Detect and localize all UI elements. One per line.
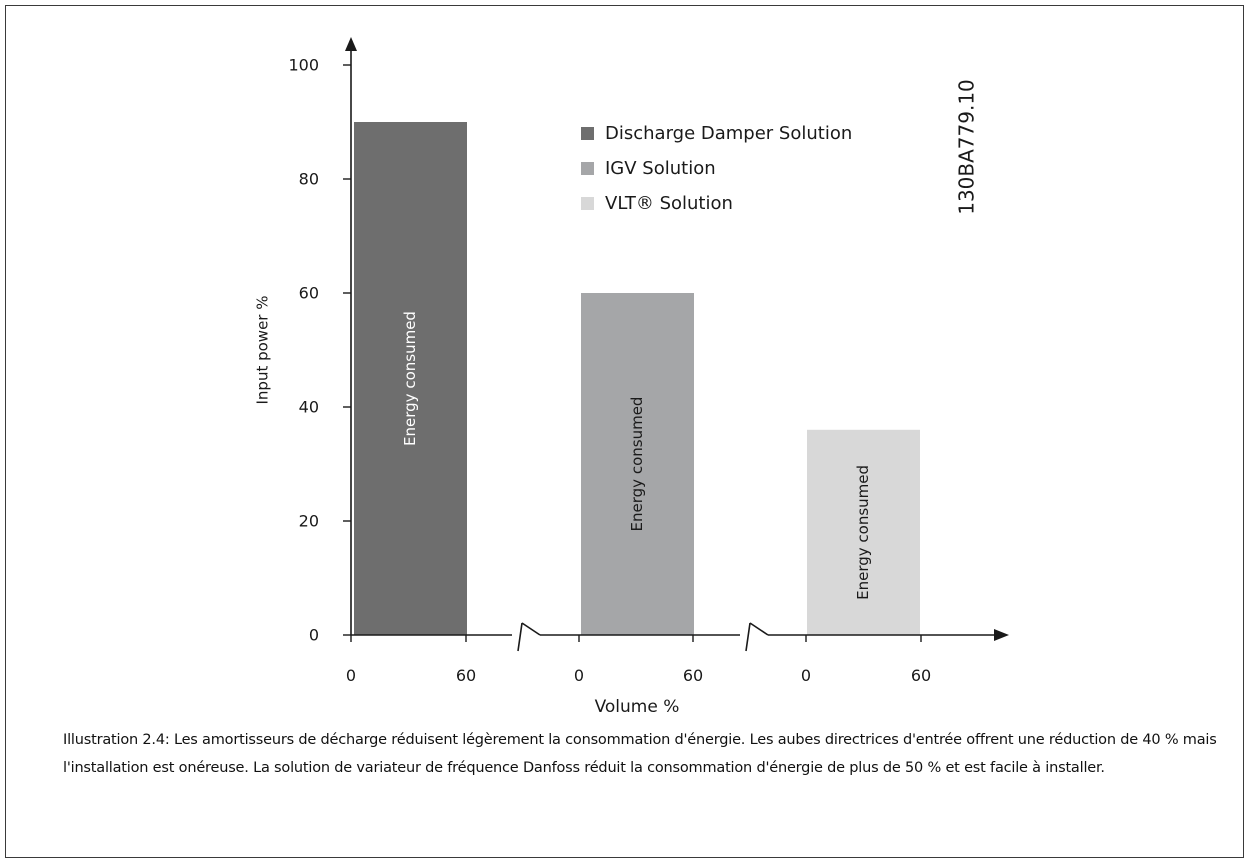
figure-caption: Illustration 2.4: Les amortisseurs de dé…	[63, 732, 1217, 776]
y-axis-label: Input power %	[254, 296, 272, 405]
y-tick-label-4: 60	[299, 284, 319, 303]
y-tick-label-6: 100	[288, 56, 319, 75]
x-tick-label-2-1: 0	[574, 666, 584, 685]
bar-1	[354, 122, 467, 635]
x-axis-break	[521, 622, 769, 636]
y-tick-label-2: 20	[299, 512, 319, 531]
bar-label-1: Energy consumed	[401, 311, 419, 446]
x-tick-label-1-2: 60	[456, 666, 476, 685]
x-axis-label: Volume %	[595, 697, 680, 717]
x-tick-label-1-1: 0	[346, 666, 356, 685]
y-tick-label-3: 40	[299, 398, 319, 417]
x-tick-label-3-2: 60	[911, 666, 931, 685]
legend-swatch-1	[581, 127, 594, 140]
bar-2	[581, 293, 694, 635]
energy-chart: Energy consumed 0 60 Energy consumed 0 60 Ener…	[254, 37, 1009, 717]
bar-3	[807, 429, 920, 635]
y-tick-label-5: 80	[299, 170, 319, 189]
x-tick-label-2-2: 60	[683, 666, 703, 685]
legend-swatch-2	[581, 162, 594, 175]
reference-code: 130BA779.10	[955, 79, 979, 215]
y-tick-label-1: 0	[309, 626, 319, 645]
x-axis-line	[351, 622, 996, 652]
legend-label-2: IGV Solution	[605, 158, 716, 179]
x-axis-arrow	[994, 629, 1009, 641]
x-tick-label-3-1: 0	[801, 666, 811, 685]
legend-label-3: VLT® Solution	[605, 193, 733, 214]
legend-label-1: Discharge Damper Solution	[605, 123, 852, 144]
bar-label-3: Energy consumed	[854, 465, 872, 600]
figure-frame: Energy consumed 0 60 Energy consumed 0 60 Ener…	[5, 5, 1244, 858]
y-axis-arrow	[345, 37, 357, 51]
bar-label-2: Energy consumed	[628, 397, 646, 532]
legend-swatch-3	[581, 197, 594, 210]
